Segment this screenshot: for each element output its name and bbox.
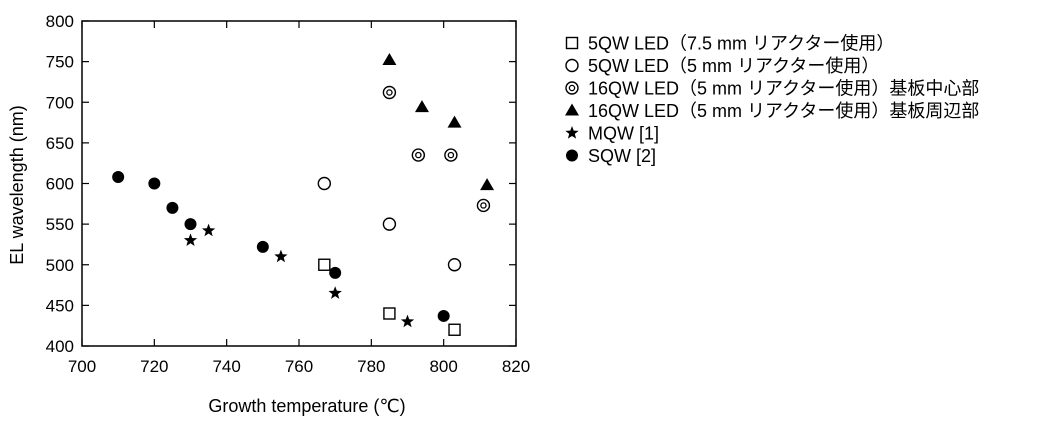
data-point-circle-filled: [148, 177, 161, 190]
data-marks: [112, 53, 495, 336]
x-tick-label: 700: [68, 357, 96, 376]
data-point-circle-filled: [166, 201, 179, 214]
legend-item: 16QW LED（5 mm リアクター使用）基板中心部: [565, 79, 979, 99]
y-tick-label: 500: [46, 256, 74, 275]
legend-marker-circle-filled: [566, 149, 578, 162]
data-point-star-filled: [328, 286, 342, 299]
data-point-triangle-filled: [382, 53, 397, 65]
data-point-bullseye: [444, 148, 458, 162]
data-point-square-open: [448, 323, 461, 336]
plot-frame: [81, 20, 517, 347]
x-tick-label: 780: [357, 357, 385, 376]
y-axis-label: EL wavelength (nm): [7, 105, 27, 264]
x-axis-label: Growth temperature (℃): [208, 396, 405, 416]
y-tick-label: 750: [46, 53, 74, 72]
data-point-circle-open: [317, 176, 332, 191]
y-tick-label: 550: [46, 215, 74, 234]
legend-item: MQW [1]: [565, 124, 659, 144]
y-tick-label: 600: [46, 175, 74, 194]
x-tick-label: 800: [429, 357, 457, 376]
data-point-triangle-filled: [447, 115, 462, 128]
legend-label: MQW [1]: [588, 124, 659, 144]
data-point-circle-filled: [437, 309, 450, 322]
legend-label: 5QW LED（7.5 mm リアクター使用）: [588, 34, 894, 54]
data-point-triangle-filled: [414, 100, 429, 113]
data-point-star-filled: [274, 249, 288, 263]
data-point-triangle-filled: [480, 178, 495, 191]
legend-item: 16QW LED（5 mm リアクター使用）基板周辺部: [565, 101, 979, 121]
data-point-bullseye: [382, 85, 397, 100]
legend-label: SQW [2]: [588, 146, 656, 166]
legend-marker-bullseye: [565, 81, 579, 95]
legend-marker-circle-open: [565, 58, 579, 73]
y-tick-label: 450: [46, 296, 74, 315]
legend-label: 16QW LED（5 mm リアクター使用）基板中心部: [588, 79, 979, 99]
data-point-circle-open: [382, 217, 397, 231]
legend-label: 5QW LED（5 mm リアクター使用）: [588, 56, 879, 76]
data-point-circle-filled: [184, 218, 197, 231]
legend-marker-triangle-filled: [565, 103, 579, 116]
legend: 5QW LED（7.5 mm リアクター使用）5QW LED（5 mm リアクタ…: [565, 34, 979, 166]
legend-item: 5QW LED（5 mm リアクター使用）: [565, 56, 879, 76]
legend-label: 16QW LED（5 mm リアクター使用）基板周辺部: [588, 101, 979, 121]
legend-item: 5QW LED（7.5 mm リアクター使用）: [565, 34, 894, 54]
x-tick-label: 740: [212, 357, 240, 376]
data-point-bullseye: [411, 148, 426, 162]
data-point-circle-filled: [112, 171, 125, 183]
legend-item: SQW [2]: [566, 146, 656, 166]
legend-marker-square-open: [565, 36, 579, 50]
data-point-circle-filled: [256, 240, 269, 253]
x-tick-label: 760: [285, 357, 313, 376]
data-point-star-filled: [400, 314, 415, 328]
y-tick-label: 650: [46, 134, 74, 153]
data-point-circle-filled: [329, 266, 342, 279]
data-point-square-open: [383, 307, 396, 320]
legend-marker-star-filled: [565, 126, 579, 139]
y-tick-label: 400: [46, 337, 74, 356]
data-point-star-filled: [201, 223, 216, 237]
data-point-star-filled: [183, 233, 198, 247]
y-tick-label: 800: [46, 12, 74, 31]
x-tick-label: 720: [140, 357, 168, 376]
data-point-square-open: [318, 258, 331, 271]
data-point-bullseye: [476, 198, 491, 213]
y-tick-label: 700: [46, 93, 74, 112]
x-tick-label: 820: [502, 357, 530, 376]
axes-group: 700 720 740 760 780 800 820 400 450 500 550 600 650 7…: [46, 12, 531, 376]
data-point-circle-open: [447, 258, 462, 272]
